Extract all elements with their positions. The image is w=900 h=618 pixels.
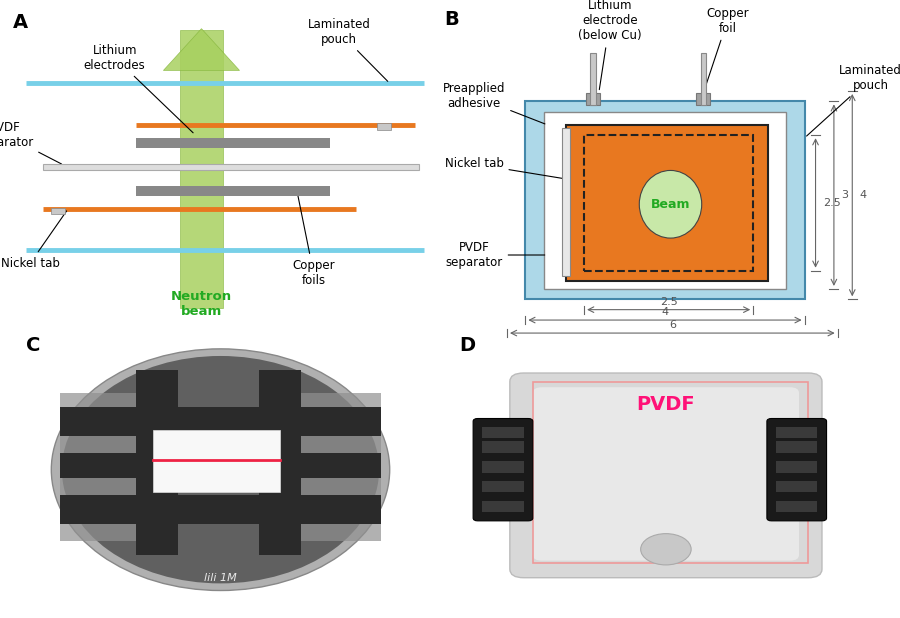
Text: 4: 4 xyxy=(662,308,669,318)
Bar xyxy=(526,101,805,299)
Text: D: D xyxy=(459,336,475,355)
Bar xyxy=(586,93,600,106)
Text: 2.5: 2.5 xyxy=(660,297,678,307)
Text: Lithium
electrodes: Lithium electrodes xyxy=(84,44,194,133)
Bar xyxy=(700,53,706,106)
Text: 4: 4 xyxy=(860,190,867,200)
Bar xyxy=(136,186,330,196)
Text: Neutron
beam: Neutron beam xyxy=(171,290,232,318)
Bar xyxy=(301,393,382,541)
Polygon shape xyxy=(164,28,239,70)
Bar xyxy=(776,481,817,493)
Bar xyxy=(59,495,382,523)
Bar xyxy=(136,138,330,148)
Text: Nickel tab: Nickel tab xyxy=(1,211,67,270)
Bar xyxy=(482,441,524,452)
Bar xyxy=(482,501,524,512)
Bar xyxy=(43,164,419,170)
FancyBboxPatch shape xyxy=(533,387,799,561)
Text: PVDF
separator: PVDF separator xyxy=(446,241,544,269)
Bar xyxy=(258,370,301,555)
Bar xyxy=(533,381,808,564)
Ellipse shape xyxy=(639,171,702,238)
Text: C: C xyxy=(26,336,40,355)
Bar xyxy=(544,112,787,289)
Bar xyxy=(59,393,136,541)
Bar xyxy=(584,135,753,271)
Bar xyxy=(562,127,571,276)
Text: Laminated
pouch: Laminated pouch xyxy=(806,64,900,136)
Text: Copper
foils: Copper foils xyxy=(292,192,335,287)
Text: Preapplied
adhesive: Preapplied adhesive xyxy=(443,82,544,124)
Text: 3: 3 xyxy=(842,190,848,200)
Bar xyxy=(776,427,817,438)
Text: Copper
foil: Copper foil xyxy=(705,7,749,90)
Bar xyxy=(776,461,817,473)
Bar xyxy=(776,441,817,452)
Text: B: B xyxy=(445,11,459,30)
Text: lili 1M: lili 1M xyxy=(204,573,237,583)
Text: Lithium
electrode
(below Cu): Lithium electrode (below Cu) xyxy=(578,0,642,90)
Bar xyxy=(590,53,596,106)
FancyBboxPatch shape xyxy=(509,373,822,578)
Ellipse shape xyxy=(51,349,390,591)
Bar xyxy=(482,461,524,473)
FancyBboxPatch shape xyxy=(767,418,826,521)
Text: 2.5: 2.5 xyxy=(823,198,841,208)
Bar xyxy=(697,93,710,106)
Bar xyxy=(51,208,66,214)
Bar xyxy=(180,30,222,308)
Bar xyxy=(377,124,391,130)
Bar xyxy=(482,427,524,438)
Text: A: A xyxy=(14,12,29,32)
Text: Laminated
pouch: Laminated pouch xyxy=(308,18,388,82)
Bar xyxy=(59,407,382,436)
Circle shape xyxy=(641,533,691,565)
Bar xyxy=(153,430,280,493)
FancyBboxPatch shape xyxy=(473,418,533,521)
Text: 6: 6 xyxy=(669,321,676,331)
Ellipse shape xyxy=(62,356,379,583)
Bar xyxy=(59,452,382,478)
Bar xyxy=(566,125,768,281)
Text: Nickel tab: Nickel tab xyxy=(445,158,567,179)
Bar xyxy=(136,370,178,555)
Bar xyxy=(482,481,524,493)
Text: Beam: Beam xyxy=(651,198,690,211)
Text: PVDF: PVDF xyxy=(636,395,695,414)
Text: PVDF
separator: PVDF separator xyxy=(0,121,61,164)
Bar xyxy=(776,501,817,512)
